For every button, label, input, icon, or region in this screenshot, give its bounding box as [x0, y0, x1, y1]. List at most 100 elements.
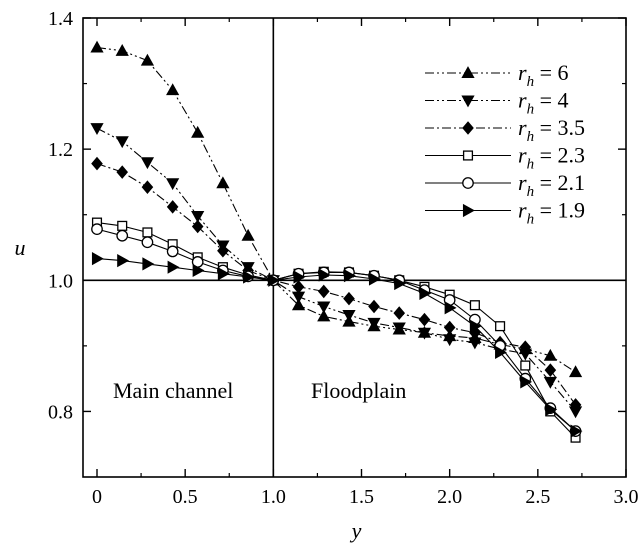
data-point	[318, 268, 331, 282]
data-point	[462, 203, 475, 218]
x-tick-label: 1.0	[261, 486, 286, 508]
data-point	[462, 150, 474, 161]
y-tick-label: 1.4	[48, 8, 73, 30]
data-point	[91, 223, 103, 236]
data-point	[191, 125, 205, 138]
series-6	[91, 252, 583, 438]
data-point	[417, 327, 432, 340]
data-point	[342, 309, 356, 322]
data-point	[142, 227, 153, 238]
series-3	[91, 156, 582, 412]
data-point	[317, 301, 331, 314]
data-point	[90, 123, 104, 135]
data-point	[570, 424, 583, 438]
data-point	[216, 176, 230, 189]
data-point	[317, 309, 331, 322]
data-point	[141, 236, 154, 249]
data-point	[140, 157, 155, 170]
data-point	[443, 334, 457, 347]
x-axis-title: y	[350, 518, 362, 543]
data-point	[461, 95, 475, 108]
data-point	[568, 365, 583, 378]
data-point	[462, 121, 474, 135]
data-point	[519, 340, 532, 354]
data-point	[393, 306, 406, 320]
legend-entry-4: rh = 2.3	[425, 143, 585, 173]
data-point	[444, 301, 457, 315]
data-point	[544, 363, 557, 377]
data-point	[543, 348, 557, 361]
data-point	[116, 165, 129, 179]
data-point	[166, 178, 180, 191]
main-channel-label: Main channel	[113, 378, 233, 403]
data-point	[569, 398, 582, 412]
data-point	[243, 270, 255, 284]
data-point	[462, 177, 474, 189]
data-point	[461, 66, 475, 79]
data-point	[117, 220, 128, 231]
data-point	[520, 375, 533, 389]
legend-label: rh = 4	[518, 88, 568, 118]
data-point	[167, 260, 180, 274]
floodplain-label: Floodplain	[311, 378, 406, 403]
ticks-layer: 0 0.5 1.0 1.5 2.0 2.5 3.0 0.8 1.0 1.2 1.4	[48, 8, 638, 508]
data-point	[418, 312, 431, 327]
data-point	[217, 244, 229, 258]
data-point	[343, 291, 355, 306]
data-point	[543, 376, 557, 389]
data-point	[495, 345, 507, 360]
x-tick-label: 0	[92, 486, 102, 508]
data-point	[419, 286, 432, 301]
data-point	[117, 254, 130, 268]
data-point	[166, 83, 180, 96]
data-point	[495, 321, 506, 332]
data-point	[343, 269, 356, 283]
data-point	[392, 322, 406, 335]
data-point	[90, 40, 104, 53]
data-point	[367, 317, 381, 330]
legend-entry-3: rh = 3.5	[425, 115, 585, 145]
data-point	[116, 229, 129, 242]
legend-label: rh = 3.5	[518, 115, 585, 145]
data-point	[293, 270, 306, 284]
data-point	[191, 219, 204, 234]
data-point	[166, 245, 179, 258]
series-4	[91, 217, 581, 443]
data-point	[268, 273, 281, 287]
x-tick-label: 3.0	[614, 486, 638, 508]
series-line	[96, 46, 576, 373]
data-point	[115, 43, 129, 56]
data-point	[520, 360, 531, 371]
legend: rh = 6rh = 4rh = 3.5rh = 2.3rh = 2.1rh =…	[425, 60, 585, 228]
data-point	[192, 263, 205, 278]
series-2	[90, 123, 583, 419]
series-layer	[90, 40, 583, 443]
x-tick-label: 0.5	[173, 486, 198, 508]
data-point	[443, 320, 456, 335]
data-point	[166, 200, 179, 214]
legend-label: rh = 2.1	[518, 170, 585, 200]
data-point	[469, 319, 482, 333]
reference-lines	[83, 18, 626, 477]
data-point	[368, 299, 380, 314]
legend-entry-2: rh = 4	[425, 88, 568, 118]
data-point	[241, 228, 255, 241]
legend-entry-6: rh = 1.9	[425, 198, 585, 228]
data-point	[115, 136, 129, 149]
series-line	[96, 163, 577, 406]
x-tick-label: 2.0	[437, 486, 462, 508]
x-tick-label: 2.5	[525, 486, 550, 508]
x-tick-label: 1.5	[349, 486, 374, 508]
data-point	[469, 300, 480, 311]
series-1	[90, 40, 583, 378]
legend-label: rh = 2.3	[518, 143, 585, 173]
data-point	[142, 257, 155, 271]
legend-label: rh = 1.9	[518, 198, 585, 228]
data-point	[217, 267, 230, 281]
data-point	[91, 252, 104, 266]
data-point	[394, 276, 407, 291]
y-tick-label: 1.2	[48, 139, 73, 161]
data-point	[292, 280, 305, 294]
series-5	[91, 223, 582, 437]
